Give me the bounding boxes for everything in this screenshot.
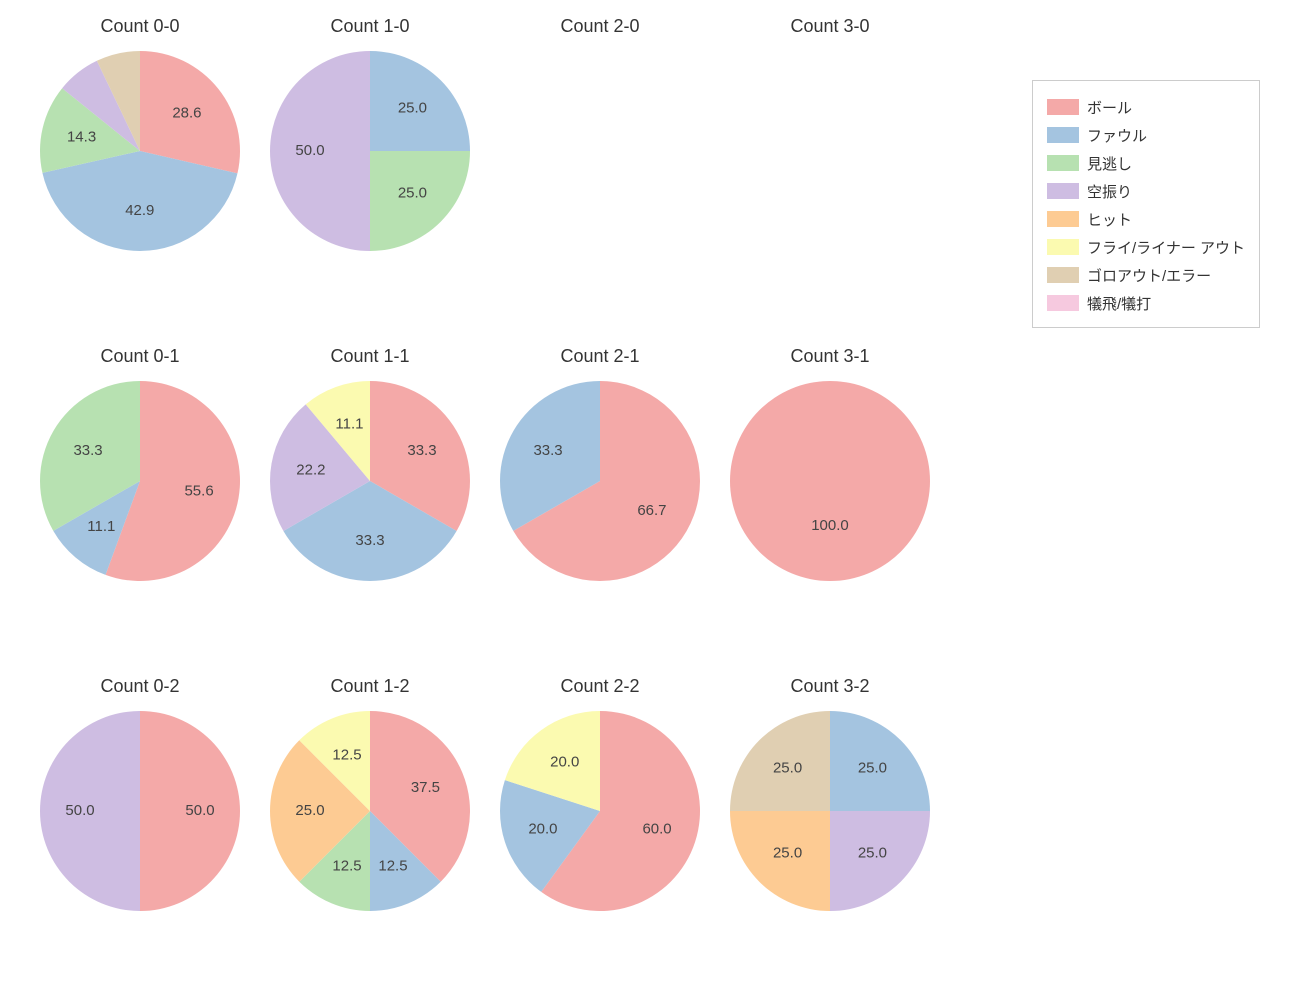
legend-label-ball: ボール xyxy=(1087,97,1132,118)
cell-title-c10: Count 1-0 xyxy=(330,16,409,37)
legend: ボールファウル見逃し空振りヒットフライ/ライナー アウトゴロアウト/エラー犠飛/… xyxy=(1032,80,1260,328)
pie-c10: 25.0 25.0 50.0 xyxy=(270,51,470,251)
legend-swatch-sac xyxy=(1047,295,1079,311)
slice-label-c21-ball: 66.7 xyxy=(637,502,666,519)
slice-label-c11-foul: 33.3 xyxy=(355,532,384,549)
pie-c31: 100.0 xyxy=(730,381,930,581)
slice-label-c01-looking: 33.3 xyxy=(73,442,102,459)
slice-label-c12-looking: 12.5 xyxy=(332,857,361,874)
slice-label-c22-foul: 20.0 xyxy=(528,821,557,838)
legend-swatch-flyout xyxy=(1047,239,1079,255)
slice-label-c32-hit: 25.0 xyxy=(773,844,802,861)
slice-label-c00-foul: 42.9 xyxy=(125,202,154,219)
cell-c12: Count 1-2 37.5 12.5 12.5 25.0 12.5 xyxy=(260,670,480,990)
pie-c12: 37.5 12.5 12.5 25.0 12.5 xyxy=(270,711,470,911)
cell-c30: Count 3-0 xyxy=(720,10,940,330)
cell-title-c20: Count 2-0 xyxy=(560,16,639,37)
chart-stage: Count 0-0 28.6 42.9 14.3 Count 1-0 25.0 25.0 50… xyxy=(0,0,1300,1000)
slice-label-c00-ball: 28.6 xyxy=(172,105,201,122)
pie-c02: 50.0 50.0 xyxy=(40,711,240,911)
cell-c31: Count 3-1 100.0 xyxy=(720,340,940,660)
cell-title-c00: Count 0-0 xyxy=(100,16,179,37)
legend-label-looking: 見逃し xyxy=(1087,153,1132,174)
legend-item-flyout: フライ/ライナー アウト xyxy=(1047,233,1245,261)
legend-item-ball: ボール xyxy=(1047,93,1245,121)
pie-c00: 28.6 42.9 14.3 xyxy=(40,51,240,251)
legend-swatch-swing xyxy=(1047,183,1079,199)
legend-label-hit: ヒット xyxy=(1087,209,1132,230)
slice-label-c10-swing: 50.0 xyxy=(295,142,324,159)
legend-swatch-foul xyxy=(1047,127,1079,143)
slice-label-c12-foul: 12.5 xyxy=(378,857,407,874)
slice-label-c02-swing: 50.0 xyxy=(65,802,94,819)
slice-label-c11-flyout: 11.1 xyxy=(335,416,363,433)
cell-c21: Count 2-1 66.7 33.3 xyxy=(490,340,710,660)
legend-swatch-hit xyxy=(1047,211,1079,227)
slice-label-c10-foul: 25.0 xyxy=(398,100,427,117)
slice-label-c32-swing: 25.0 xyxy=(858,844,887,861)
slice-label-c01-ball: 55.6 xyxy=(184,482,213,499)
slice-label-c12-flyout: 12.5 xyxy=(332,747,361,764)
cell-title-c21: Count 2-1 xyxy=(560,346,639,367)
slice-label-c12-hit: 25.0 xyxy=(295,802,324,819)
legend-label-swing: 空振り xyxy=(1087,181,1132,202)
legend-item-swing: 空振り xyxy=(1047,177,1245,205)
pie-c11: 33.3 33.3 22.2 11.1 xyxy=(270,381,470,581)
pie-c01: 55.6 11.1 33.3 xyxy=(40,381,240,581)
slice-label-c11-ball: 33.3 xyxy=(407,442,436,459)
cell-title-c02: Count 0-2 xyxy=(100,676,179,697)
slice-label-c02-ball: 50.0 xyxy=(185,802,214,819)
cell-c00: Count 0-0 28.6 42.9 14.3 xyxy=(30,10,250,330)
legend-label-groundout: ゴロアウト/エラー xyxy=(1087,265,1211,286)
slice-label-c00-looking: 14.3 xyxy=(67,128,96,145)
cell-title-c32: Count 3-2 xyxy=(790,676,869,697)
slice-label-c22-flyout: 20.0 xyxy=(550,753,579,770)
legend-swatch-groundout xyxy=(1047,267,1079,283)
cell-c20: Count 2-0 xyxy=(490,10,710,330)
slice-label-c32-foul: 25.0 xyxy=(858,760,887,777)
cell-title-c31: Count 3-1 xyxy=(790,346,869,367)
cell-c02: Count 0-2 50.0 50.0 xyxy=(30,670,250,990)
legend-item-sac: 犠飛/犠打 xyxy=(1047,289,1245,317)
cell-c01: Count 0-1 55.6 11.1 33.3 xyxy=(30,340,250,660)
cell-title-c12: Count 1-2 xyxy=(330,676,409,697)
legend-item-foul: ファウル xyxy=(1047,121,1245,149)
slice-label-c11-swing: 22.2 xyxy=(296,462,325,479)
pie-c22: 60.0 20.0 20.0 xyxy=(500,711,700,911)
slice-c31-ball xyxy=(730,381,930,581)
legend-swatch-ball xyxy=(1047,99,1079,115)
pie-grid: Count 0-0 28.6 42.9 14.3 Count 1-0 25.0 25.0 50… xyxy=(30,10,940,990)
pie-c21: 66.7 33.3 xyxy=(500,381,700,581)
legend-label-flyout: フライ/ライナー アウト xyxy=(1087,237,1245,258)
slice-label-c01-foul: 11.1 xyxy=(87,518,115,535)
legend-item-groundout: ゴロアウト/エラー xyxy=(1047,261,1245,289)
cell-title-c01: Count 0-1 xyxy=(100,346,179,367)
legend-label-sac: 犠飛/犠打 xyxy=(1087,293,1151,314)
slice-label-c32-groundout: 25.0 xyxy=(773,760,802,777)
cell-c32: Count 3-2 25.0 25.0 25.0 25.0 xyxy=(720,670,940,990)
slice-label-c31-ball: 100.0 xyxy=(811,517,849,534)
slice-label-c21-foul: 33.3 xyxy=(533,442,562,459)
slice-label-c10-looking: 25.0 xyxy=(398,184,427,201)
cell-title-c22: Count 2-2 xyxy=(560,676,639,697)
slice-label-c12-ball: 37.5 xyxy=(411,779,440,796)
legend-item-hit: ヒット xyxy=(1047,205,1245,233)
cell-c10: Count 1-0 25.0 25.0 50.0 xyxy=(260,10,480,330)
slice-label-c22-ball: 60.0 xyxy=(642,821,671,838)
pie-c32: 25.0 25.0 25.0 25.0 xyxy=(730,711,930,911)
cell-c11: Count 1-1 33.3 33.3 22.2 11.1 xyxy=(260,340,480,660)
cell-title-c11: Count 1-1 xyxy=(330,346,409,367)
cell-title-c30: Count 3-0 xyxy=(790,16,869,37)
legend-label-foul: ファウル xyxy=(1087,125,1147,146)
legend-item-looking: 見逃し xyxy=(1047,149,1245,177)
cell-c22: Count 2-2 60.0 20.0 20.0 xyxy=(490,670,710,990)
legend-swatch-looking xyxy=(1047,155,1079,171)
